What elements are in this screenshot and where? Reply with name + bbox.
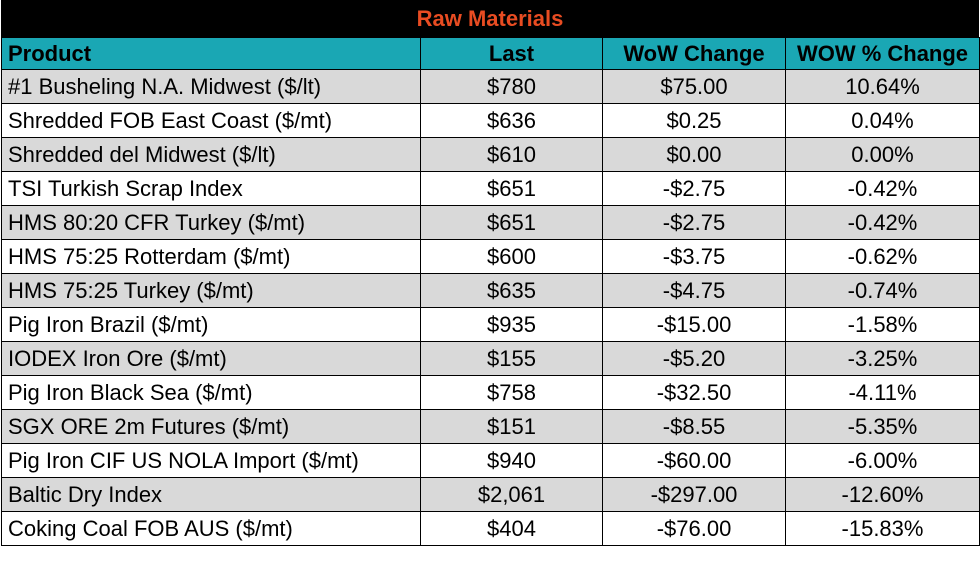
table-row: #1 Busheling N.A. Midwest ($/lt) $780 $75.… [1,69,980,104]
table-title: Raw Materials [1,0,979,37]
wow-pct-change-cell: 0.00% [785,137,980,172]
wow-pct-change-cell: -3.25% [785,341,980,376]
wow-pct-change-cell: -0.42% [785,205,980,240]
wow-change-cell: -$60.00 [602,443,786,478]
last-cell: $935 [420,307,603,342]
table-row: Pig Iron Black Sea ($/mt) $758 -$32.50 -4.1… [1,375,980,410]
table-row: Baltic Dry Index $2,061 -$297.00 -12.60% [1,477,980,512]
header-product: Product [1,37,421,70]
last-cell: $780 [420,69,603,104]
product-cell: Pig Iron Black Sea ($/mt) [1,375,421,410]
table-row: Pig Iron Brazil ($/mt) $935 -$15.00 -1.58% [1,307,980,342]
table-row: HMS 75:25 Turkey ($/mt) $635 -$4.75 -0.74% [1,273,980,308]
wow-pct-change-cell: 0.04% [785,103,980,138]
wow-change-cell: -$3.75 [602,239,786,274]
wow-pct-change-cell: -0.74% [785,273,980,308]
raw-materials-table-container: Raw Materials Product Last WoW Change WO… [1,0,980,546]
wow-change-cell: -$8.55 [602,409,786,444]
table-row: Coking Coal FOB AUS ($/mt) $404 -$76.00 -15… [1,511,980,546]
product-cell: HMS 75:25 Turkey ($/mt) [1,273,421,308]
product-cell: Pig Iron CIF US NOLA Import ($/mt) [1,443,421,478]
product-cell: Pig Iron Brazil ($/mt) [1,307,421,342]
last-cell: $636 [420,103,603,138]
last-cell: $600 [420,239,603,274]
wow-change-cell: -$297.00 [602,477,786,512]
table-row: Pig Iron CIF US NOLA Import ($/mt) $940 -$… [1,443,980,478]
last-cell: $404 [420,511,603,546]
wow-pct-change-cell: -0.42% [785,171,980,206]
product-cell: #1 Busheling N.A. Midwest ($/lt) [1,69,421,104]
product-cell: IODEX Iron Ore ($/mt) [1,341,421,376]
last-cell: $635 [420,273,603,308]
table-row: SGX ORE 2m Futures ($/mt) $151 -$8.55 -5.35… [1,409,980,444]
wow-pct-change-cell: -0.62% [785,239,980,274]
product-cell: HMS 75:25 Rotterdam ($/mt) [1,239,421,274]
last-cell: $151 [420,409,603,444]
header-wow-pct-change: WOW % Change [785,37,980,70]
table-row: HMS 75:25 Rotterdam ($/mt) $600 -$3.75 -0.6… [1,239,980,274]
product-cell: Coking Coal FOB AUS ($/mt) [1,511,421,546]
header-last: Last [420,37,603,70]
last-cell: $651 [420,171,603,206]
last-cell: $2,061 [420,477,603,512]
wow-change-cell: -$2.75 [602,205,786,240]
wow-change-cell: -$4.75 [602,273,786,308]
last-cell: $940 [420,443,603,478]
table-row: IODEX Iron Ore ($/mt) $155 -$5.20 -3.25% [1,341,980,376]
product-cell: HMS 80:20 CFR Turkey ($/mt) [1,205,421,240]
wow-change-cell: -$76.00 [602,511,786,546]
table-row: HMS 80:20 CFR Turkey ($/mt) $651 -$2.75 -0.… [1,205,980,240]
wow-change-cell: -$15.00 [602,307,786,342]
last-cell: $651 [420,205,603,240]
wow-pct-change-cell: -1.58% [785,307,980,342]
wow-change-cell: -$32.50 [602,375,786,410]
product-cell: SGX ORE 2m Futures ($/mt) [1,409,421,444]
table-row: Shredded del Midwest ($/lt) $610 $0.00 0.00… [1,137,980,172]
last-cell: $758 [420,375,603,410]
wow-change-cell: $0.00 [602,137,786,172]
wow-pct-change-cell: -4.11% [785,375,980,410]
wow-pct-change-cell: -5.35% [785,409,980,444]
last-cell: $610 [420,137,603,172]
product-cell: Baltic Dry Index [1,477,421,512]
wow-pct-change-cell: -6.00% [785,443,980,478]
product-cell: Shredded del Midwest ($/lt) [1,137,421,172]
product-cell: TSI Turkish Scrap Index [1,171,421,206]
raw-materials-table: Product Last WoW Change WOW % Change #1 … [1,37,980,546]
table-row: TSI Turkish Scrap Index $651 -$2.75 -0.42% [1,171,980,206]
wow-pct-change-cell: -15.83% [785,511,980,546]
wow-change-cell: $75.00 [602,69,786,104]
product-cell: Shredded FOB East Coast ($/mt) [1,103,421,138]
wow-pct-change-cell: 10.64% [785,69,980,104]
wow-change-cell: $0.25 [602,103,786,138]
last-cell: $155 [420,341,603,376]
wow-pct-change-cell: -12.60% [785,477,980,512]
wow-change-cell: -$2.75 [602,171,786,206]
table-row: Shredded FOB East Coast ($/mt) $636 $0.25 0… [1,103,980,138]
wow-change-cell: -$5.20 [602,341,786,376]
header-wow-change: WoW Change [602,37,786,70]
header-row: Product Last WoW Change WOW % Change [1,37,980,70]
